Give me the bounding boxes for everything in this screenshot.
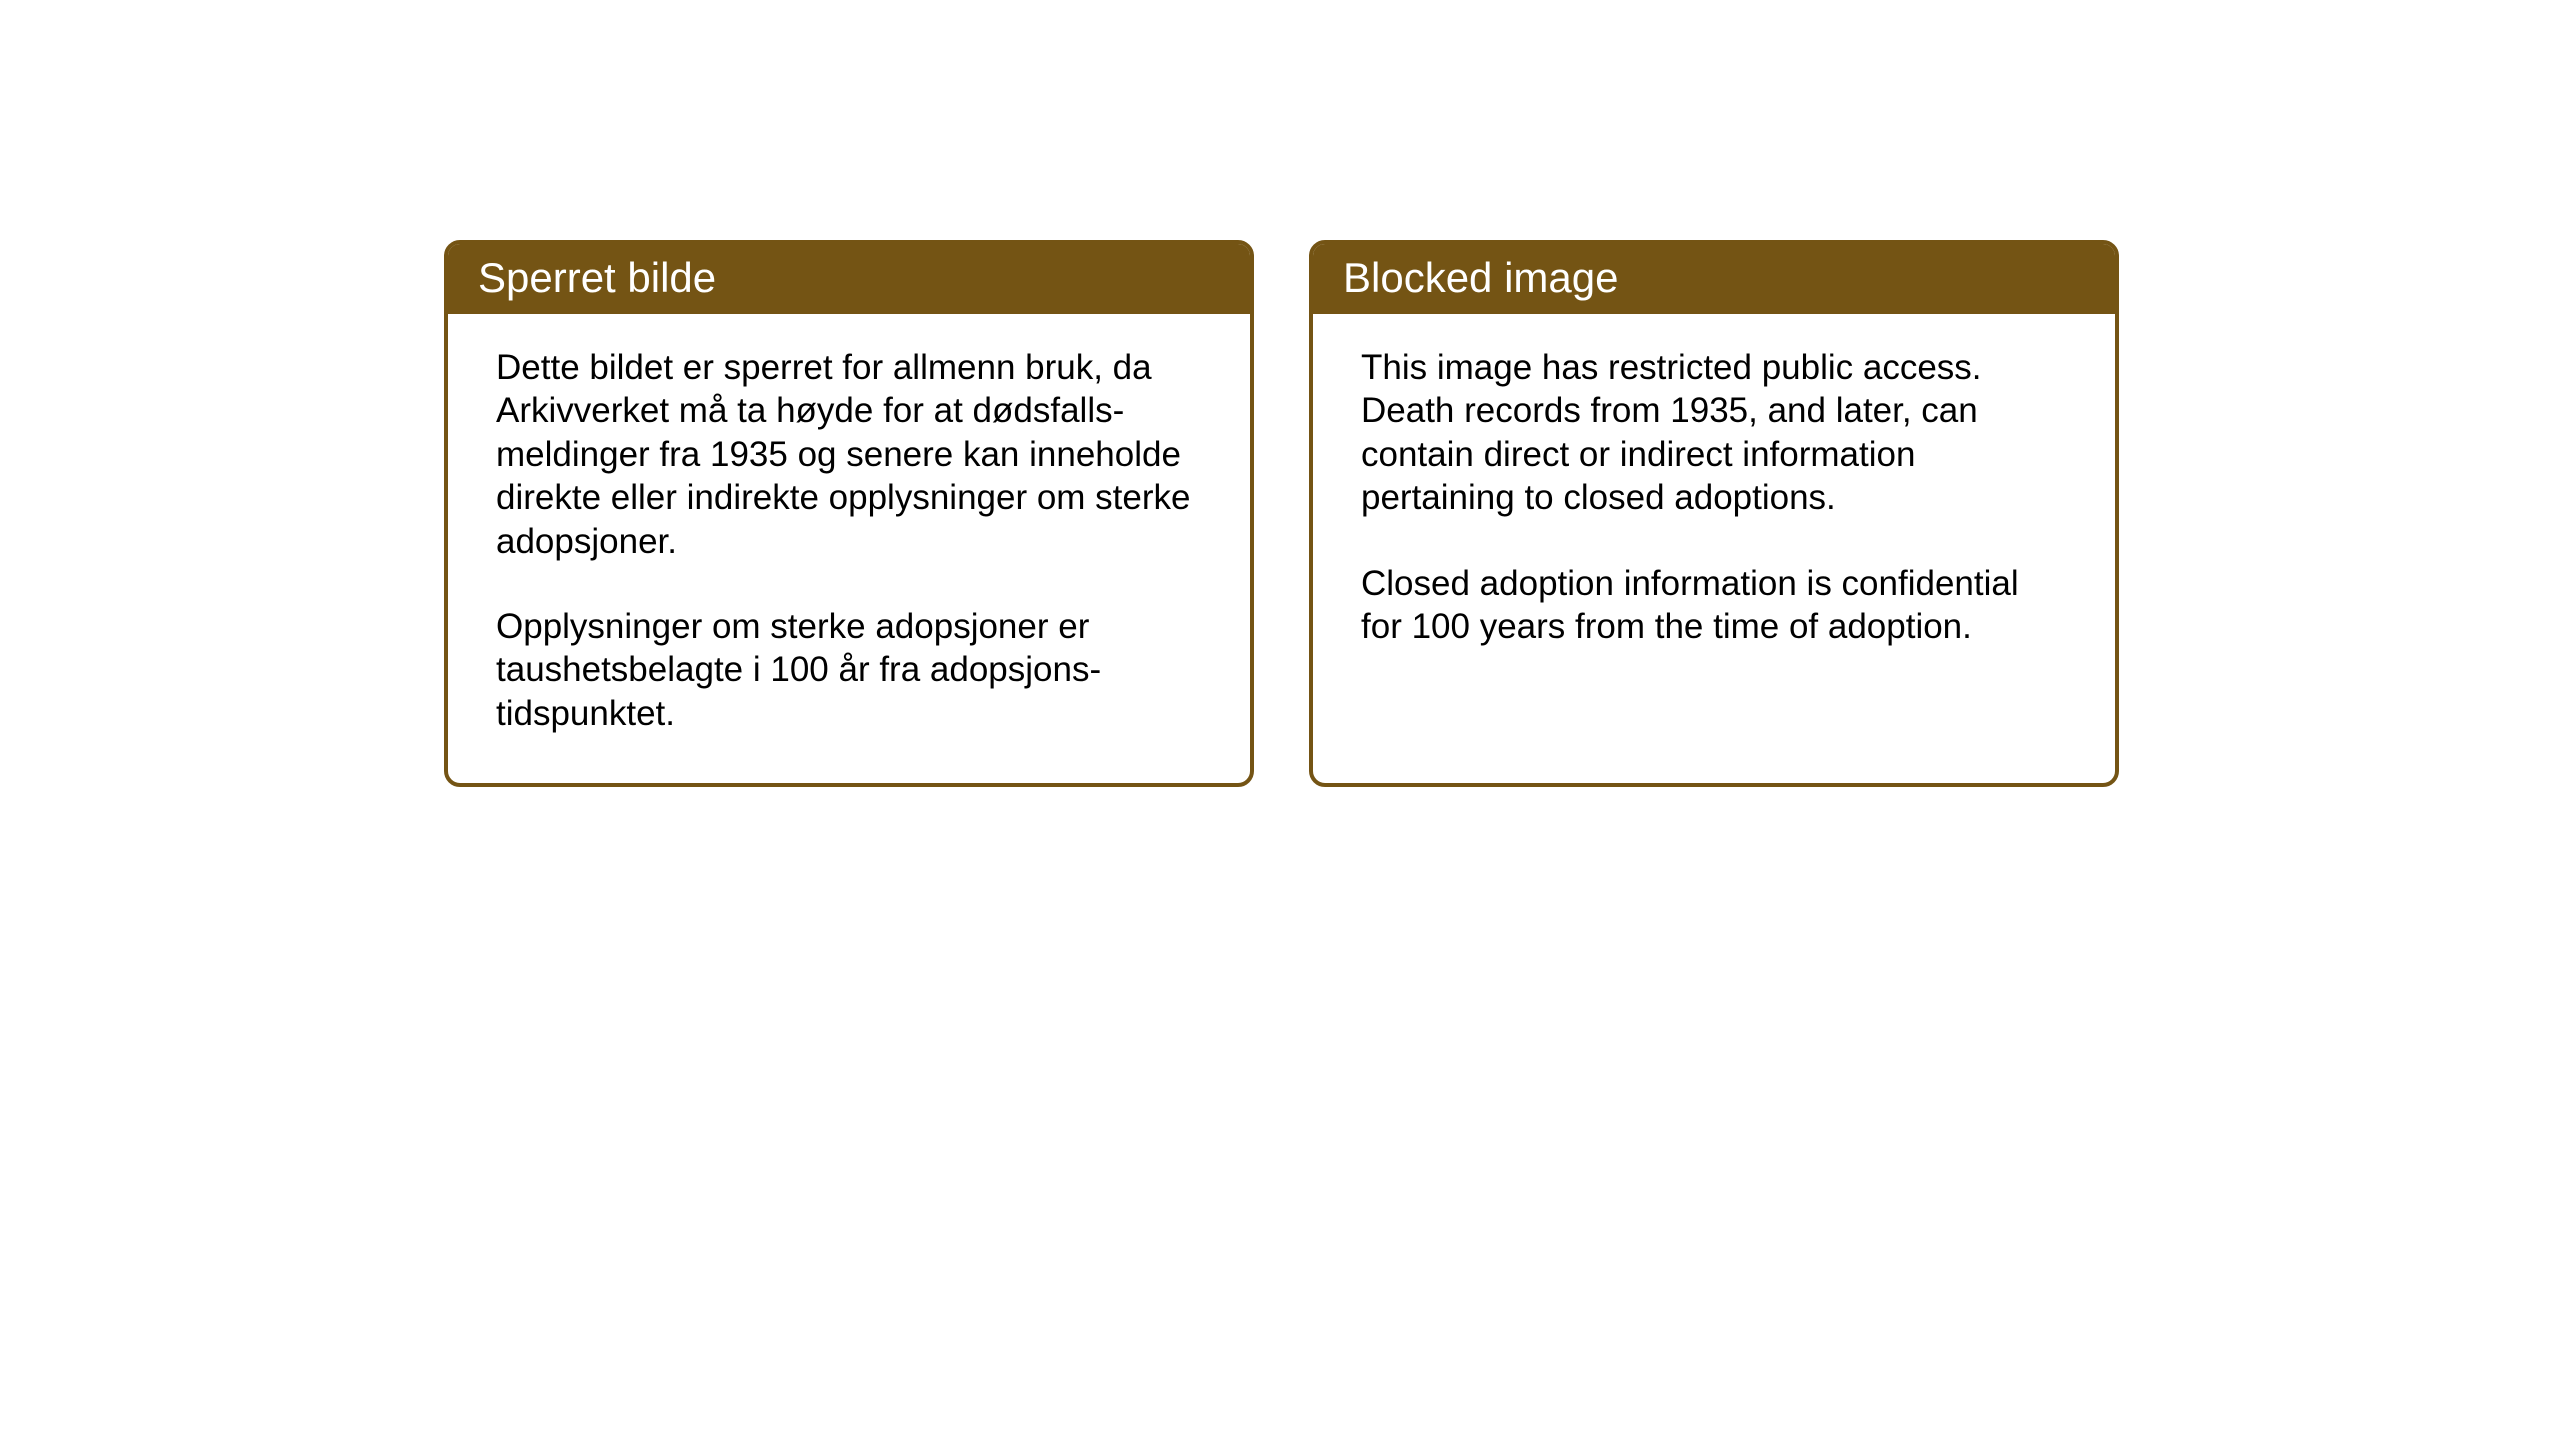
card-header: Sperret bilde [448, 244, 1250, 314]
notice-card-english: Blocked image This image has restricted … [1309, 240, 2119, 787]
card-paragraph: Dette bildet er sperret for allmenn bruk… [496, 346, 1202, 563]
card-title: Sperret bilde [478, 254, 1220, 302]
card-paragraph: Opplysninger om sterke adopsjoner er tau… [496, 605, 1202, 735]
notice-card-norwegian: Sperret bilde Dette bildet er sperret fo… [444, 240, 1254, 787]
card-body: This image has restricted public access.… [1313, 314, 2115, 754]
card-body: Dette bildet er sperret for allmenn bruk… [448, 314, 1250, 783]
card-title: Blocked image [1343, 254, 2085, 302]
cards-container: Sperret bilde Dette bildet er sperret fo… [444, 240, 2119, 787]
card-paragraph: This image has restricted public access.… [1361, 346, 2067, 520]
card-header: Blocked image [1313, 244, 2115, 314]
card-paragraph: Closed adoption information is confident… [1361, 562, 2067, 649]
